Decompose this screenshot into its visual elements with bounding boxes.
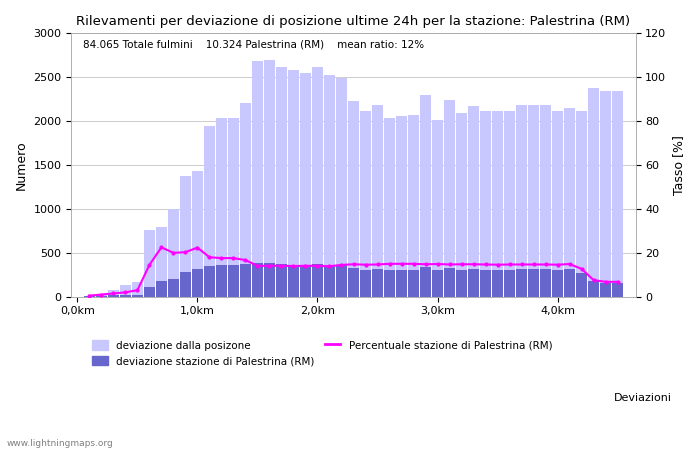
Bar xyxy=(108,296,118,297)
Y-axis label: Numero: Numero xyxy=(15,140,28,190)
Bar xyxy=(433,120,442,297)
Bar xyxy=(612,283,623,297)
Bar xyxy=(492,270,503,297)
Bar xyxy=(349,101,358,297)
Bar xyxy=(408,270,419,297)
Bar xyxy=(468,106,479,297)
Bar xyxy=(396,116,407,297)
Bar xyxy=(253,61,262,297)
Bar xyxy=(349,268,358,297)
Bar xyxy=(564,108,575,297)
Bar xyxy=(444,100,454,297)
Bar xyxy=(492,111,503,297)
Text: Deviazioni: Deviazioni xyxy=(614,393,672,403)
Bar xyxy=(372,269,383,297)
Bar xyxy=(337,78,346,297)
Bar xyxy=(253,263,262,297)
Bar xyxy=(132,282,143,297)
Bar xyxy=(517,269,526,297)
Bar xyxy=(456,113,467,297)
Y-axis label: Tasso [%]: Tasso [%] xyxy=(672,135,685,195)
Bar xyxy=(360,111,370,297)
Bar xyxy=(468,269,479,297)
Bar xyxy=(276,264,286,297)
Bar xyxy=(396,270,407,297)
Bar xyxy=(265,60,274,297)
Bar xyxy=(216,117,227,297)
Bar xyxy=(312,264,323,297)
Bar xyxy=(408,115,419,297)
Bar xyxy=(144,230,155,297)
Bar xyxy=(181,272,190,297)
Bar xyxy=(168,279,178,297)
Bar xyxy=(360,270,370,297)
Bar xyxy=(120,285,130,297)
Bar xyxy=(228,265,239,297)
Bar xyxy=(240,103,251,297)
Bar xyxy=(181,176,190,297)
Bar xyxy=(528,269,539,297)
Bar xyxy=(480,270,491,297)
Bar xyxy=(204,126,215,297)
Text: 84.065 Totale fulmini    10.324 Palestrina (RM)    mean ratio: 12%: 84.065 Totale fulmini 10.324 Palestrina … xyxy=(83,40,424,50)
Bar xyxy=(601,91,610,297)
Bar xyxy=(265,263,274,297)
Bar xyxy=(552,111,563,297)
Bar xyxy=(193,269,202,297)
Bar xyxy=(540,105,551,297)
Bar xyxy=(601,283,610,297)
Legend: deviazione dalla posizone, deviazione stazione di Palestrina (RM), Percentuale s: deviazione dalla posizone, deviazione st… xyxy=(88,336,556,370)
Bar xyxy=(421,95,430,297)
Bar xyxy=(444,268,454,297)
Bar xyxy=(144,287,155,297)
Bar xyxy=(156,226,167,297)
Bar xyxy=(228,117,239,297)
Bar xyxy=(108,290,118,297)
Bar xyxy=(540,269,551,297)
Bar xyxy=(456,270,467,297)
Bar xyxy=(589,88,598,297)
Bar xyxy=(193,171,202,297)
Bar xyxy=(552,270,563,297)
Bar xyxy=(577,111,587,297)
Bar xyxy=(132,295,143,297)
Bar xyxy=(168,209,178,297)
Bar xyxy=(156,281,167,297)
Bar xyxy=(276,67,286,297)
Bar xyxy=(300,265,311,297)
Title: Rilevamenti per deviazione di posizione ultime 24h per la stazione: Palestrina (: Rilevamenti per deviazione di posizione … xyxy=(76,15,631,28)
Bar xyxy=(300,73,311,297)
Bar xyxy=(517,105,526,297)
Bar xyxy=(421,267,430,297)
Bar xyxy=(97,296,106,297)
Bar xyxy=(216,265,227,297)
Bar xyxy=(84,296,95,297)
Bar xyxy=(324,76,335,297)
Bar xyxy=(589,281,598,297)
Bar xyxy=(480,112,491,297)
Bar xyxy=(577,273,587,297)
Bar xyxy=(384,270,395,297)
Text: www.lightningmaps.org: www.lightningmaps.org xyxy=(7,439,113,448)
Bar xyxy=(528,105,539,297)
Bar xyxy=(433,270,442,297)
Bar xyxy=(324,266,335,297)
Bar xyxy=(505,112,514,297)
Bar xyxy=(505,270,514,297)
Bar xyxy=(240,264,251,297)
Bar xyxy=(372,105,383,297)
Bar xyxy=(564,269,575,297)
Bar xyxy=(384,117,395,297)
Bar xyxy=(312,67,323,297)
Bar xyxy=(612,91,623,297)
Bar xyxy=(204,266,215,297)
Bar xyxy=(288,265,299,297)
Bar xyxy=(97,294,106,297)
Bar xyxy=(337,265,346,297)
Bar xyxy=(288,70,299,297)
Bar xyxy=(120,295,130,297)
